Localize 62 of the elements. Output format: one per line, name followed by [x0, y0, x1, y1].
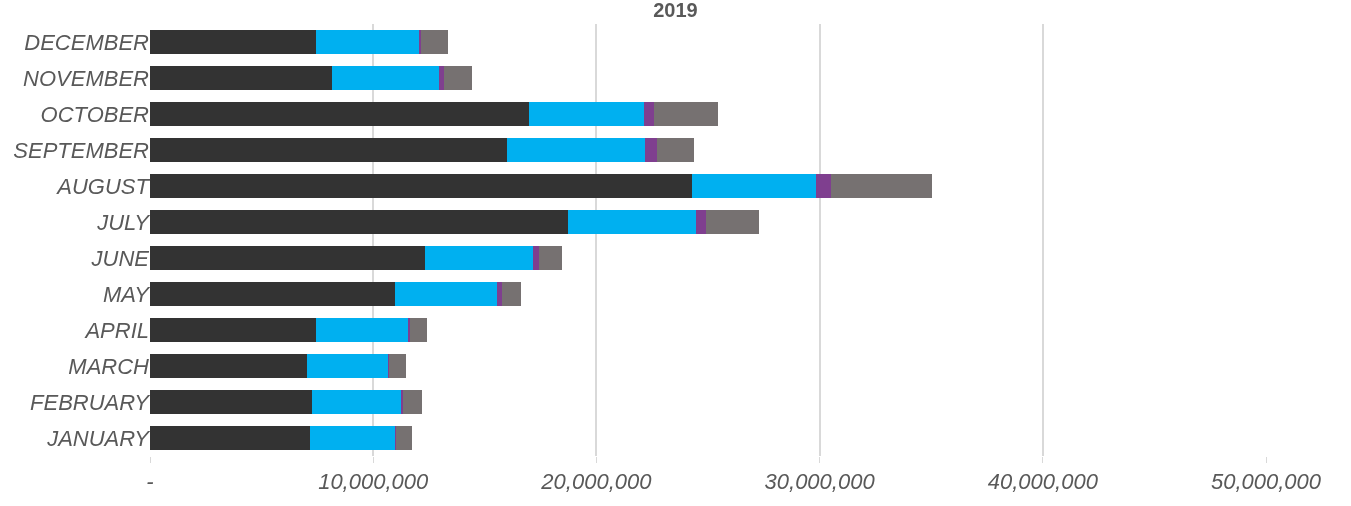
bar: [150, 209, 569, 235]
bar: [388, 353, 407, 379]
bar: [150, 173, 692, 199]
y-tick-label: MAY: [102, 281, 151, 307]
bar: [830, 173, 932, 199]
bar: [316, 29, 420, 55]
bar: [315, 317, 409, 343]
bar: [150, 389, 312, 415]
y-tick-label: SEPTEMBER: [13, 137, 150, 163]
x-tick-label: 10,000,000: [318, 469, 430, 495]
x-tick-label: 20,000,000: [540, 469, 653, 495]
bar: [439, 65, 444, 91]
bar: [150, 101, 530, 127]
bar: [816, 173, 831, 199]
y-tick-label: JUNE: [90, 245, 150, 271]
x-tick-label: 30,000,000: [764, 469, 876, 495]
y-tick-label: MARCH: [68, 353, 150, 379]
y-tick-label: DECEMBER: [24, 29, 150, 55]
bar: [150, 245, 425, 271]
bar: [539, 245, 563, 271]
bar: [402, 389, 422, 415]
bar: [706, 209, 760, 235]
bar: [311, 389, 402, 415]
bar: [568, 209, 696, 235]
bar: [424, 245, 534, 271]
bar: [691, 173, 817, 199]
bar: [695, 209, 707, 235]
bar: [656, 137, 694, 163]
bar: [309, 425, 396, 451]
bar: [150, 65, 332, 91]
bar: [150, 353, 307, 379]
bar: [497, 281, 502, 307]
bar: [150, 29, 317, 55]
bar: [150, 137, 508, 163]
x-tick-label: 40,000,000: [987, 469, 1099, 495]
y-tick-label: FEBRUARY: [30, 389, 151, 415]
bar: [395, 281, 498, 307]
bar: [507, 137, 646, 163]
y-tick-label: NOVEMBER: [23, 65, 150, 91]
bar: [529, 101, 645, 127]
bar: [533, 245, 540, 271]
bar: [653, 101, 719, 127]
bar: [150, 317, 316, 343]
y-tick-label: AUGUST: [55, 173, 151, 199]
chart-title: 2019: [653, 0, 698, 21]
x-tick-label: 50,000,000: [1210, 469, 1322, 495]
bar: [150, 425, 310, 451]
bar: [409, 317, 427, 343]
y-tick-label: APRIL: [83, 317, 149, 343]
bar: [306, 353, 389, 379]
bar: [395, 425, 413, 451]
bar: [331, 65, 440, 91]
x-tick-label: -: [146, 469, 154, 495]
bar: [501, 281, 521, 307]
bar: [645, 137, 657, 163]
bar: [421, 29, 449, 55]
y-tick-label: JANUARY: [46, 425, 151, 451]
bar: [443, 65, 473, 91]
y-tick-label: JULY: [96, 209, 151, 235]
bar: [644, 101, 654, 127]
bar: [150, 281, 396, 307]
y-tick-label: OCTOBER: [40, 101, 150, 127]
